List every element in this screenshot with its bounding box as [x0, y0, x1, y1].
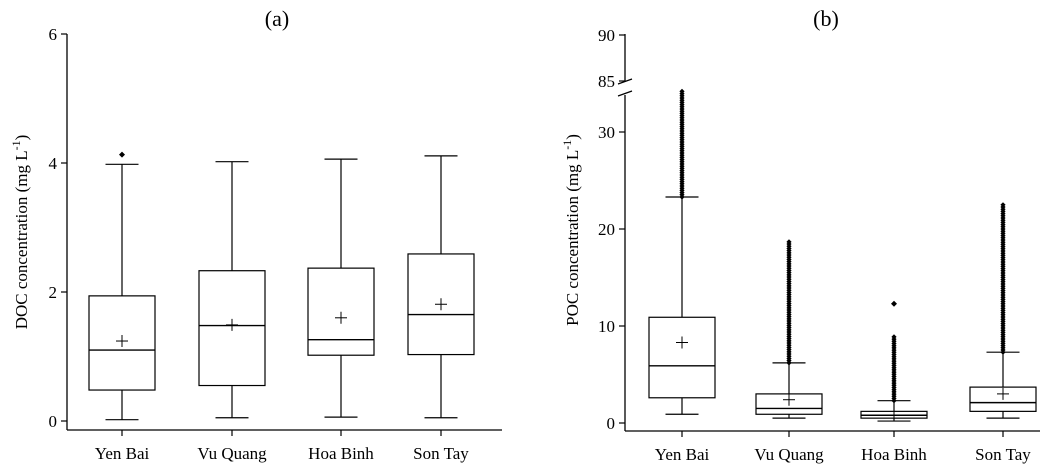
a-category-label-vu-quang: Vu Quang — [197, 444, 267, 463]
panel-b: (b) POC concentration (mg L-1) 0 10 20 30 85… — [560, 6, 1040, 464]
a-ytick-label-2: 2 — [49, 283, 58, 302]
a-category-label-yen-bai: Yen Bai — [95, 444, 150, 463]
b-category-label-son-tay: Son Tay — [975, 445, 1031, 464]
b-outlier-son-tay — [1000, 202, 1006, 208]
a-box-yen-bai — [88, 151, 156, 421]
b-mean-marker-yen-bai — [676, 336, 688, 349]
a-box-son-tay — [407, 155, 475, 419]
b-category-label-hoa-binh: Hoa Binh — [861, 445, 927, 464]
b-outlier-yen-bai — [679, 88, 685, 94]
b-ytick-label-90: 90 — [598, 26, 615, 45]
b-outliers-yen-bai — [679, 88, 685, 200]
a-ytick-label-6: 6 — [49, 25, 58, 44]
a-box-hoa-binh — [307, 158, 375, 418]
panel-a-ylabel: DOC concentration (mg L-1) — [9, 135, 31, 330]
a-mean-marker-hoa-binh — [335, 311, 347, 324]
b-category-label-vu-quang: Vu Quang — [754, 445, 824, 464]
panel-b-ylabel: POC concentration (mg L-1) — [560, 134, 582, 326]
a-ytick-label-0: 0 — [49, 412, 58, 431]
a-iqr-box-son-tay — [407, 253, 475, 356]
a-outlier-yen-bai — [119, 151, 125, 158]
panel-a: (a) DOC concentration (mg L-1) 0 2 4 6 Yen … — [9, 6, 502, 463]
a-box-vu-quang — [198, 161, 266, 419]
b-box-son-tay — [969, 202, 1037, 419]
a-category-label-hoa-binh: Hoa Binh — [308, 444, 374, 463]
b-ytick-label-0: 0 — [607, 414, 616, 433]
b-outliers-hoa-binh — [891, 334, 897, 404]
b-outliers-son-tay — [1000, 202, 1006, 355]
b-iqr-box-yen-bai — [648, 316, 716, 399]
a-iqr-box-hoa-binh — [307, 267, 375, 356]
b-mean-marker-vu-quang — [783, 393, 795, 406]
b-outlier-vu-quang — [786, 239, 792, 245]
panel-b-title: (b) — [813, 6, 839, 31]
b-ytick-label-30: 30 — [598, 123, 615, 142]
b-mean-marker-hoa-binh — [888, 409, 900, 422]
b-box-yen-bai — [648, 88, 716, 415]
b-mean-marker-son-tay — [997, 387, 1009, 400]
b-category-label-yen-bai: Yen Bai — [655, 445, 710, 464]
b-box-hoa-binh — [860, 300, 928, 422]
a-mean-marker-yen-bai — [116, 335, 128, 348]
a-category-label-son-tay: Son Tay — [413, 444, 469, 463]
a-mean-marker-son-tay — [435, 298, 447, 311]
b-ytick-label-85: 85 — [598, 72, 615, 91]
a-mean-marker-vu-quang — [226, 318, 238, 331]
a-ytick-label-4: 4 — [49, 154, 58, 173]
b-ytick-label-10: 10 — [598, 317, 615, 336]
b-box-vu-quang — [755, 239, 823, 419]
panel-a-title: (a) — [265, 6, 289, 31]
b-outlier-hoa-binh — [891, 334, 897, 340]
b-outlier-hoa-binh — [891, 300, 897, 307]
b-ytick-label-20: 20 — [598, 220, 615, 239]
b-outliers-vu-quang — [786, 239, 792, 366]
